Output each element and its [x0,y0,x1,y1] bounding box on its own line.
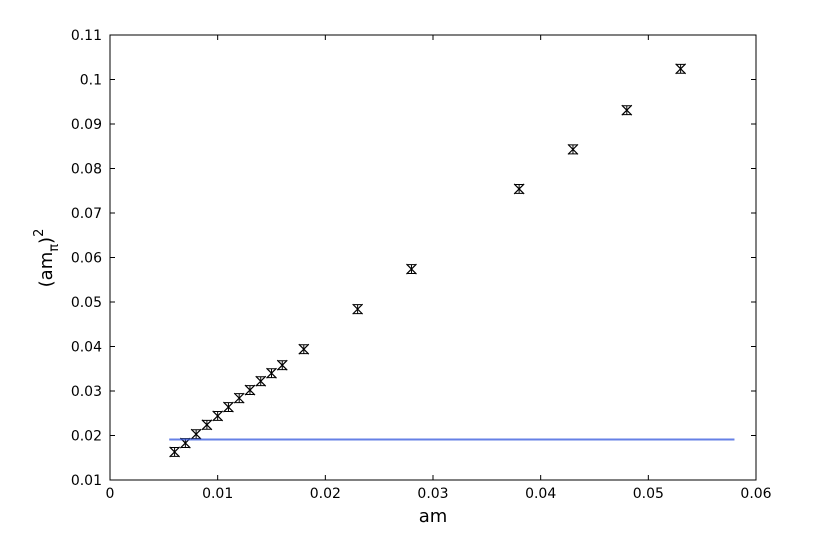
x-tick-label: 0.02 [310,486,341,502]
marker [244,384,256,396]
y-tick-label: 0.09 [71,117,102,133]
x-tick-label: 0.04 [525,486,556,502]
x-tick-label: 0.03 [417,486,448,502]
plot-frame [109,34,757,481]
marker [255,375,267,387]
y-tick-label: 0.05 [71,295,102,311]
y-axis-label: (amπ)2 [32,229,62,288]
marker [298,343,310,355]
marker [675,63,687,75]
y-tick-label: 0.07 [71,206,102,222]
marker [212,410,224,422]
x-tick-label: 0.05 [633,486,664,502]
y-tick-label: 0.03 [71,384,102,400]
x-tick-label: 0 [106,486,115,502]
marker [406,263,417,275]
marker [513,183,525,195]
marker [190,428,202,440]
marker [276,359,288,371]
y-tick-label: 0.08 [71,162,102,178]
x-tick-label: 0.01 [202,486,233,502]
y-tick-label: 0.11 [71,28,102,44]
y-tick-label: 0.06 [71,251,102,267]
marker [201,419,213,431]
y-label-base: (am [36,252,57,288]
y-tick-label: 0.04 [71,340,102,356]
x-tick-label: 0.06 [740,486,771,502]
marker [233,392,245,404]
y-label-sub: π [47,244,62,252]
marker [352,303,364,315]
x-axis-label: am [419,506,448,527]
y-label-sup: 2 [32,229,47,237]
marker [621,104,633,116]
y-tick-label: 0.01 [71,473,102,489]
y-tick-label: 0.02 [71,429,102,445]
marker [223,401,234,413]
y-tick-label: 0.1 [80,73,102,89]
marker [567,143,579,155]
marker [266,367,277,379]
y-label-close: ) [36,237,57,244]
marker [169,446,181,458]
